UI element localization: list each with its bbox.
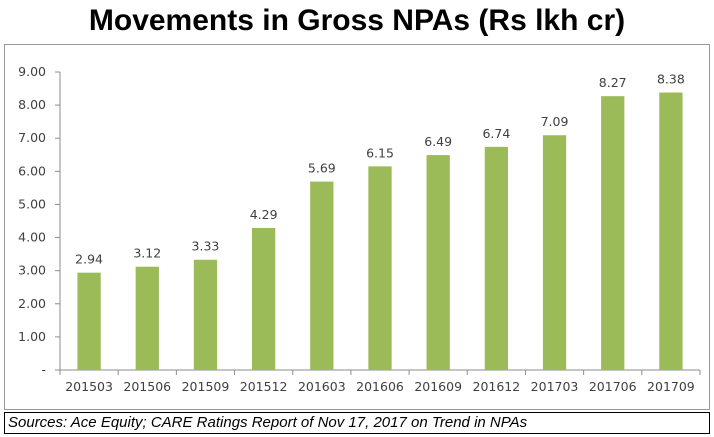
bar [426,155,450,370]
data-label: 2.94 [75,252,103,267]
bar [135,266,159,370]
data-label: 8.27 [599,75,627,90]
x-tick-label: 201512 [240,379,288,394]
x-tick-label: 201706 [589,379,637,394]
data-label: 6.15 [366,145,394,160]
chart-area: - 1.00 2.00 3.00 4.00 5.00 6.00 7.00 8.00 9.00 2.9… [4,44,710,410]
bar [77,272,101,370]
bar-chart: - 1.00 2.00 3.00 4.00 5.00 6.00 7.00 8.00 9.00 2.9… [18,64,701,394]
bar [252,227,276,370]
bar [310,181,334,370]
bar [601,96,625,370]
x-tick-label: 201612 [473,379,521,394]
data-label: 3.33 [192,239,220,254]
x-tick-label: 201606 [356,379,404,394]
data-label: 6.74 [482,126,510,141]
bar [659,92,683,371]
data-label: 8.38 [657,72,685,87]
x-tick-label: 201509 [182,379,230,394]
y-tick-label: 6.00 [18,163,46,178]
bar [484,146,508,370]
x-tick-label: 201703 [531,379,579,394]
chart-title: Movements in Gross NPAs (Rs lkh cr) [88,4,626,37]
x-tick-label: 201609 [414,379,462,394]
y-tick-label: 9.00 [18,64,46,79]
y-tick-label: - [41,362,46,377]
y-tick-label: 7.00 [18,130,46,145]
y-tick-label: 3.00 [18,263,46,278]
x-tick-label: 201503 [65,379,113,394]
x-tick-label: 201603 [298,379,346,394]
y-tick-label: 5.00 [18,196,46,211]
data-label: 4.29 [250,207,278,222]
source-note: Sources: Ace Equity; CARE Ratings Report… [4,412,710,434]
y-tick-label: 1.00 [18,329,46,344]
y-tick-label: 2.00 [18,296,46,311]
x-tick-label: 201709 [647,379,695,394]
bar [368,166,392,370]
y-tick-label: 4.00 [18,230,46,245]
bar [193,259,218,370]
y-tick-label: 8.00 [18,97,46,112]
data-label: 5.69 [308,161,336,176]
x-tick-label: 201506 [123,379,171,394]
data-label: 3.12 [133,246,161,261]
data-label: 7.09 [541,114,569,129]
bar [542,135,567,370]
data-label: 6.49 [424,134,452,149]
